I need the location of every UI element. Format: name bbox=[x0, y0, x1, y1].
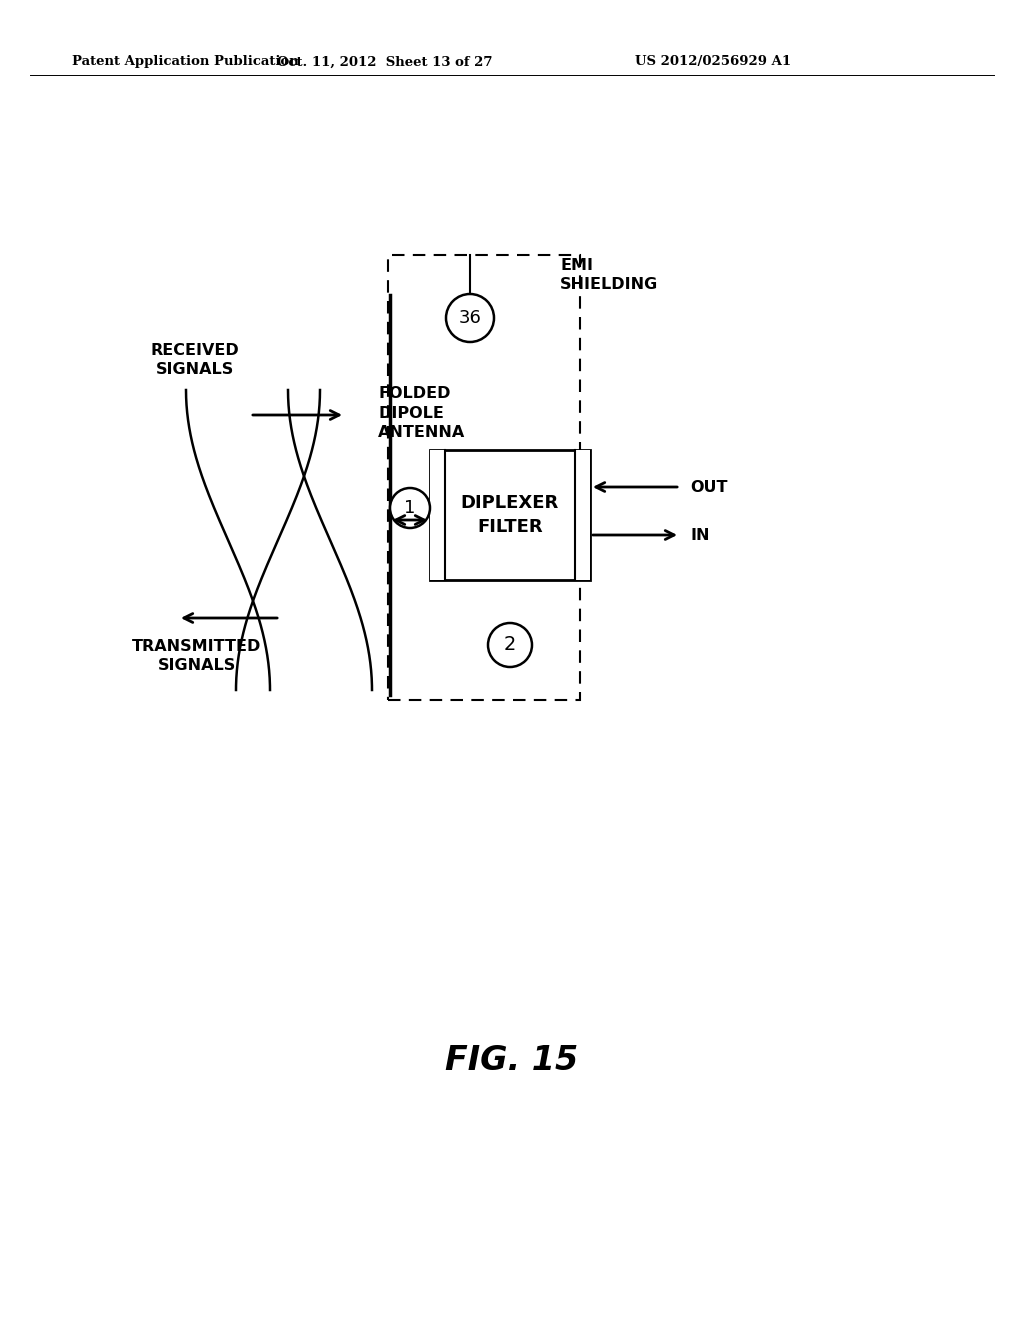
Text: OUT: OUT bbox=[690, 479, 727, 495]
FancyBboxPatch shape bbox=[430, 450, 590, 579]
Text: US 2012/0256929 A1: US 2012/0256929 A1 bbox=[635, 55, 792, 69]
Text: Patent Application Publication: Patent Application Publication bbox=[72, 55, 299, 69]
FancyBboxPatch shape bbox=[575, 450, 590, 579]
Text: 36: 36 bbox=[459, 309, 481, 327]
Text: DIPLEXER
FILTER: DIPLEXER FILTER bbox=[461, 494, 559, 536]
Text: Oct. 11, 2012  Sheet 13 of 27: Oct. 11, 2012 Sheet 13 of 27 bbox=[278, 55, 493, 69]
Text: EMI
SHIELDING: EMI SHIELDING bbox=[560, 257, 658, 292]
Circle shape bbox=[446, 294, 494, 342]
Text: 2: 2 bbox=[504, 635, 516, 655]
Text: RECEIVED
SIGNALS: RECEIVED SIGNALS bbox=[151, 343, 240, 378]
Text: IN: IN bbox=[690, 528, 710, 543]
Circle shape bbox=[488, 623, 532, 667]
Text: FIG. 15: FIG. 15 bbox=[445, 1044, 579, 1077]
Text: 1: 1 bbox=[404, 499, 416, 517]
FancyBboxPatch shape bbox=[430, 450, 445, 579]
Text: TRANSMITTED
SIGNALS: TRANSMITTED SIGNALS bbox=[132, 639, 262, 673]
Circle shape bbox=[390, 488, 430, 528]
Text: FOLDED
DIPOLE
ANTENNA: FOLDED DIPOLE ANTENNA bbox=[378, 387, 465, 440]
